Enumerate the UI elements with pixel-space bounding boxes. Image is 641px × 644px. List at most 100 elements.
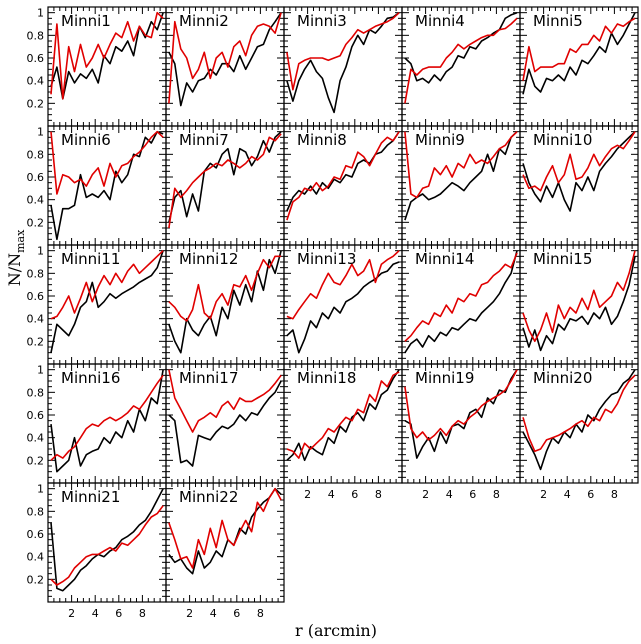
series-line-red <box>404 131 518 199</box>
series-line-red <box>522 131 636 192</box>
series-line-black <box>286 12 400 114</box>
x-tick-label: 4 <box>210 607 217 620</box>
x-tick-label: 2 <box>304 488 311 501</box>
panel-title: Minni16 <box>61 369 120 387</box>
x-tick-label: 6 <box>587 488 594 501</box>
panel-minni2: Minni2 <box>165 6 285 127</box>
series-line-black <box>50 12 164 100</box>
series-line-red <box>404 252 518 342</box>
y-tick-label: 1 <box>37 364 44 377</box>
panel-title: Minni5 <box>533 12 583 30</box>
panel-title: Minni12 <box>179 250 238 268</box>
y-tick-label: 0.2 <box>27 216 45 229</box>
panel-minni19: 2 4 6 8 Minni19 <box>401 363 521 501</box>
x-tick-label: 8 <box>139 607 146 620</box>
panel-minni10: Minni10 <box>519 125 639 246</box>
series-line-red <box>404 17 518 104</box>
panel-minni14: Minni14 <box>401 244 521 365</box>
y-tick-label: 0.4 <box>27 75 45 88</box>
y-tick-label: 0.2 <box>27 97 45 110</box>
panel-minni16: 0.2 0.4 0.6 0.8 1 Minni16 <box>27 363 167 484</box>
series-line-red <box>286 371 400 459</box>
series-line-red <box>168 255 282 322</box>
panel-title: Minni18 <box>297 369 356 387</box>
panel-title: Minni8 <box>297 131 347 149</box>
panel-minni15: Minni15 <box>519 244 639 365</box>
panel-minni11: 0.2 0.4 0.6 0.8 1 Minni11 <box>27 244 167 365</box>
series-line-red <box>522 374 636 453</box>
x-tick-label: 6 <box>469 488 476 501</box>
series-line-red <box>168 133 282 229</box>
series-line-black <box>404 131 518 221</box>
y-tick-label: 1 <box>37 7 44 20</box>
series-line-black <box>286 131 400 212</box>
panel-minni17: Minni17 <box>165 363 285 484</box>
panel-title: Minni20 <box>533 369 592 387</box>
panel-minni18: 2 4 6 8 Minni18 <box>283 363 403 501</box>
series-line-black <box>50 369 164 473</box>
series-line-red <box>168 12 282 104</box>
series-line-black <box>50 488 164 592</box>
panel-minni3: Minni3 <box>283 6 403 127</box>
series-line-red <box>286 131 400 221</box>
panel-title: Minni2 <box>179 12 229 30</box>
series-line-red <box>522 250 636 343</box>
series-line-black <box>286 261 400 354</box>
panel-minni7: Minni7 <box>165 125 285 246</box>
panel-title: Minni22 <box>179 488 238 506</box>
y-tick-label: 0.4 <box>27 313 45 326</box>
panel-title: Minni21 <box>61 488 120 506</box>
series-line-black <box>522 12 636 95</box>
x-axis-title: r (arcmin) <box>295 621 377 640</box>
series-line-black <box>404 250 518 354</box>
panel-minni6: 0.2 0.4 0.6 0.8 1 Minni6 <box>27 125 167 246</box>
x-tick-label: 8 <box>375 488 382 501</box>
y-tick-label: 0.6 <box>27 409 45 422</box>
x-tick-label: 4 <box>328 488 335 501</box>
panel-minni13: Minni13 <box>283 244 403 365</box>
series-line-red <box>168 369 282 433</box>
y-tick-label: 0.2 <box>27 454 45 467</box>
y-tick-label: 0.4 <box>27 432 45 445</box>
y-tick-label: 1 <box>37 126 44 139</box>
panel-title: Minni15 <box>533 250 592 268</box>
x-tick-label: 2 <box>186 607 193 620</box>
y-tick-label: 1 <box>37 483 44 496</box>
panel-minni1: 0.2 0.4 0.6 0.8 1 Minni1 <box>27 6 167 127</box>
x-tick-label: 2 <box>540 488 547 501</box>
panel-minni12: Minni12 <box>165 244 285 365</box>
y-tick-label: 0.6 <box>27 171 45 184</box>
y-tick-label: 0.6 <box>27 290 45 303</box>
series-line-black <box>168 131 282 223</box>
panel-title: Minni6 <box>61 131 111 149</box>
panel-title: Minni7 <box>179 131 229 149</box>
series-line-black <box>168 380 282 467</box>
y-tick-label: 0.8 <box>27 505 45 518</box>
series-line-black <box>50 250 164 353</box>
y-axis-title-main: N/N <box>5 253 24 286</box>
y-tick-label: 1 <box>37 245 44 258</box>
series-line-black <box>404 369 518 459</box>
panel-title: Minni9 <box>415 131 465 149</box>
panel-minni8: Minni8 <box>283 125 403 246</box>
y-tick-label: 0.8 <box>27 29 45 42</box>
y-tick-label: 0.2 <box>27 573 45 586</box>
series-line-red <box>286 12 400 91</box>
panel-title: Minni3 <box>297 12 347 30</box>
x-tick-label: 6 <box>233 607 240 620</box>
x-tick-label: 6 <box>115 607 122 620</box>
y-tick-label: 0.2 <box>27 335 45 348</box>
x-tick-label: 8 <box>257 607 264 620</box>
series-line-red <box>522 17 636 81</box>
series-line-red <box>50 505 164 586</box>
series-line-red <box>50 374 164 461</box>
series-line-black <box>522 131 636 212</box>
x-tick-label: 4 <box>92 607 99 620</box>
y-tick-label: 0.8 <box>27 267 45 280</box>
panel-title: Minni1 <box>61 12 111 30</box>
y-tick-label: 0.6 <box>27 528 45 541</box>
panel-minni9: Minni9 <box>401 125 521 246</box>
series-line-black <box>522 256 636 352</box>
series-line-black <box>286 369 400 462</box>
